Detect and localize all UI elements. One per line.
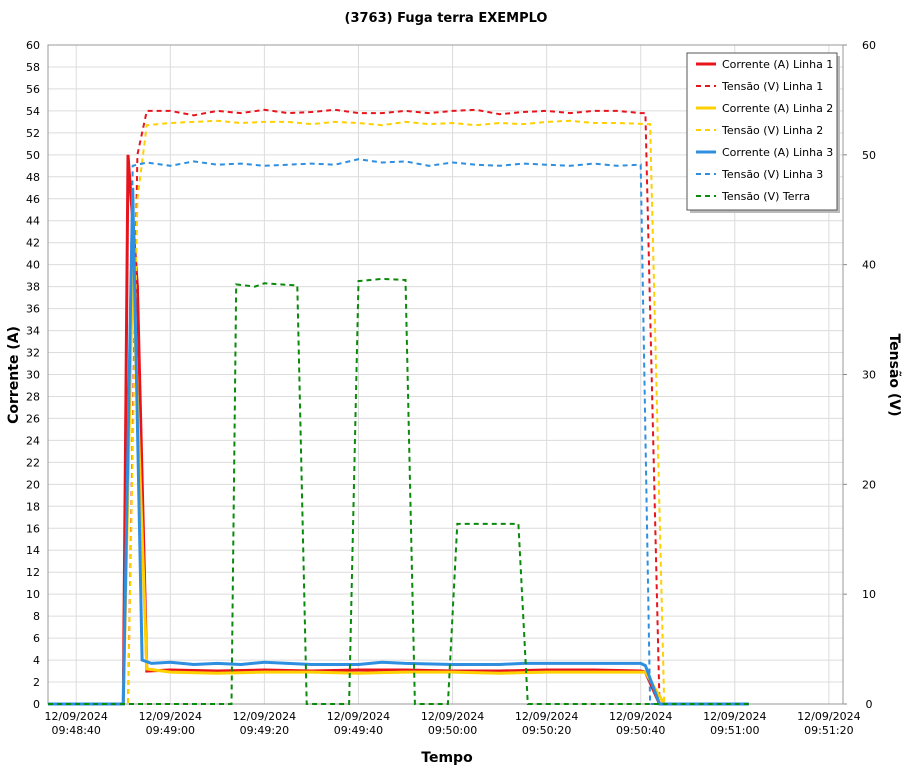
y-tick-label: 12 xyxy=(26,566,40,579)
y-tick-label: 50 xyxy=(26,149,40,162)
legend-label: Corrente (A) Linha 1 xyxy=(722,58,833,71)
series-line xyxy=(48,119,749,705)
y-tick-label: 0 xyxy=(33,698,40,711)
x-tick-label: 12/09/2024 09:48:40 xyxy=(45,710,108,737)
y-tick-label: 4 xyxy=(33,654,40,667)
x-tick-label: 12/09/2024 09:50:40 xyxy=(609,710,672,737)
y-tick-label: 24 xyxy=(26,434,40,447)
y-tick-label: 6 xyxy=(33,632,40,645)
legend-box xyxy=(686,52,838,211)
y2-tick-label: 30 xyxy=(862,369,876,382)
y-tick-label: 38 xyxy=(26,281,40,294)
y-tick-label: 32 xyxy=(26,347,40,360)
y-tick-label: 18 xyxy=(26,500,40,513)
y-tick-label: 20 xyxy=(26,478,40,491)
y-tick-label: 56 xyxy=(26,83,40,96)
y-tick-label: 58 xyxy=(26,61,40,74)
legend-label: Tensão (V) Linha 1 xyxy=(721,80,823,93)
y2-tick-label: 60 xyxy=(862,39,876,52)
y-axis-title: Corrente (A) xyxy=(6,326,22,424)
y-tick-label: 42 xyxy=(26,237,40,250)
series-line xyxy=(48,277,749,705)
plot-frame xyxy=(47,44,844,705)
y2-tick-label: 0 xyxy=(866,698,873,711)
y-tick-label: 30 xyxy=(26,369,40,382)
y-tick-label: 48 xyxy=(26,171,40,184)
y-tick-label: 44 xyxy=(26,215,40,228)
y-tick-label: 40 xyxy=(26,259,40,272)
series-line xyxy=(48,187,749,706)
x-axis-title: Tempo xyxy=(421,750,473,766)
x-tick-label: 12/09/2024 09:51:20 xyxy=(797,710,860,737)
legend-label: Tensão (V) Terra xyxy=(721,190,810,203)
y-tick-label: 34 xyxy=(26,325,40,338)
y-tick-label: 2 xyxy=(33,676,40,689)
legend-label: Tensão (V) Linha 2 xyxy=(721,124,823,137)
series-line xyxy=(48,264,749,706)
x-tick-label: 12/09/2024 09:50:20 xyxy=(515,710,578,737)
x-tick-label: 12/09/2024 09:50:00 xyxy=(421,710,484,737)
x-tick-label: 12/09/2024 09:49:20 xyxy=(233,710,296,737)
y-tick-label: 26 xyxy=(26,412,40,425)
series-line xyxy=(48,108,749,705)
y-tick-label: 36 xyxy=(26,303,40,316)
y2-tick-label: 50 xyxy=(862,149,876,162)
legend-label: Corrente (A) Linha 3 xyxy=(722,146,833,159)
chart-title: (3763) Fuga terra EXEMPLO xyxy=(345,11,548,26)
legend-label: Corrente (A) Linha 2 xyxy=(722,102,833,115)
x-tick-label: 12/09/2024 09:49:40 xyxy=(327,710,390,737)
y-tick-label: 14 xyxy=(26,544,40,557)
y-tick-label: 46 xyxy=(26,193,40,206)
y2-tick-label: 40 xyxy=(862,259,876,272)
x-tick-label: 12/09/2024 09:49:00 xyxy=(139,710,202,737)
y2-axis-title: Tensão (V) xyxy=(886,333,902,416)
y-tick-label: 16 xyxy=(26,522,40,535)
y-tick-label: 8 xyxy=(33,610,40,623)
y-tick-label: 28 xyxy=(26,390,40,403)
y-tick-label: 10 xyxy=(26,588,40,601)
legend-label: Tensão (V) Linha 3 xyxy=(721,168,823,181)
series-line xyxy=(48,158,749,705)
y-tick-label: 52 xyxy=(26,127,40,140)
series-line xyxy=(48,154,749,706)
y-tick-label: 22 xyxy=(26,456,40,469)
x-tick-label: 12/09/2024 09:51:00 xyxy=(703,710,766,737)
y-tick-label: 54 xyxy=(26,105,40,118)
y2-tick-label: 10 xyxy=(862,588,876,601)
y2-tick-label: 20 xyxy=(862,478,876,491)
y-tick-label: 60 xyxy=(26,39,40,52)
